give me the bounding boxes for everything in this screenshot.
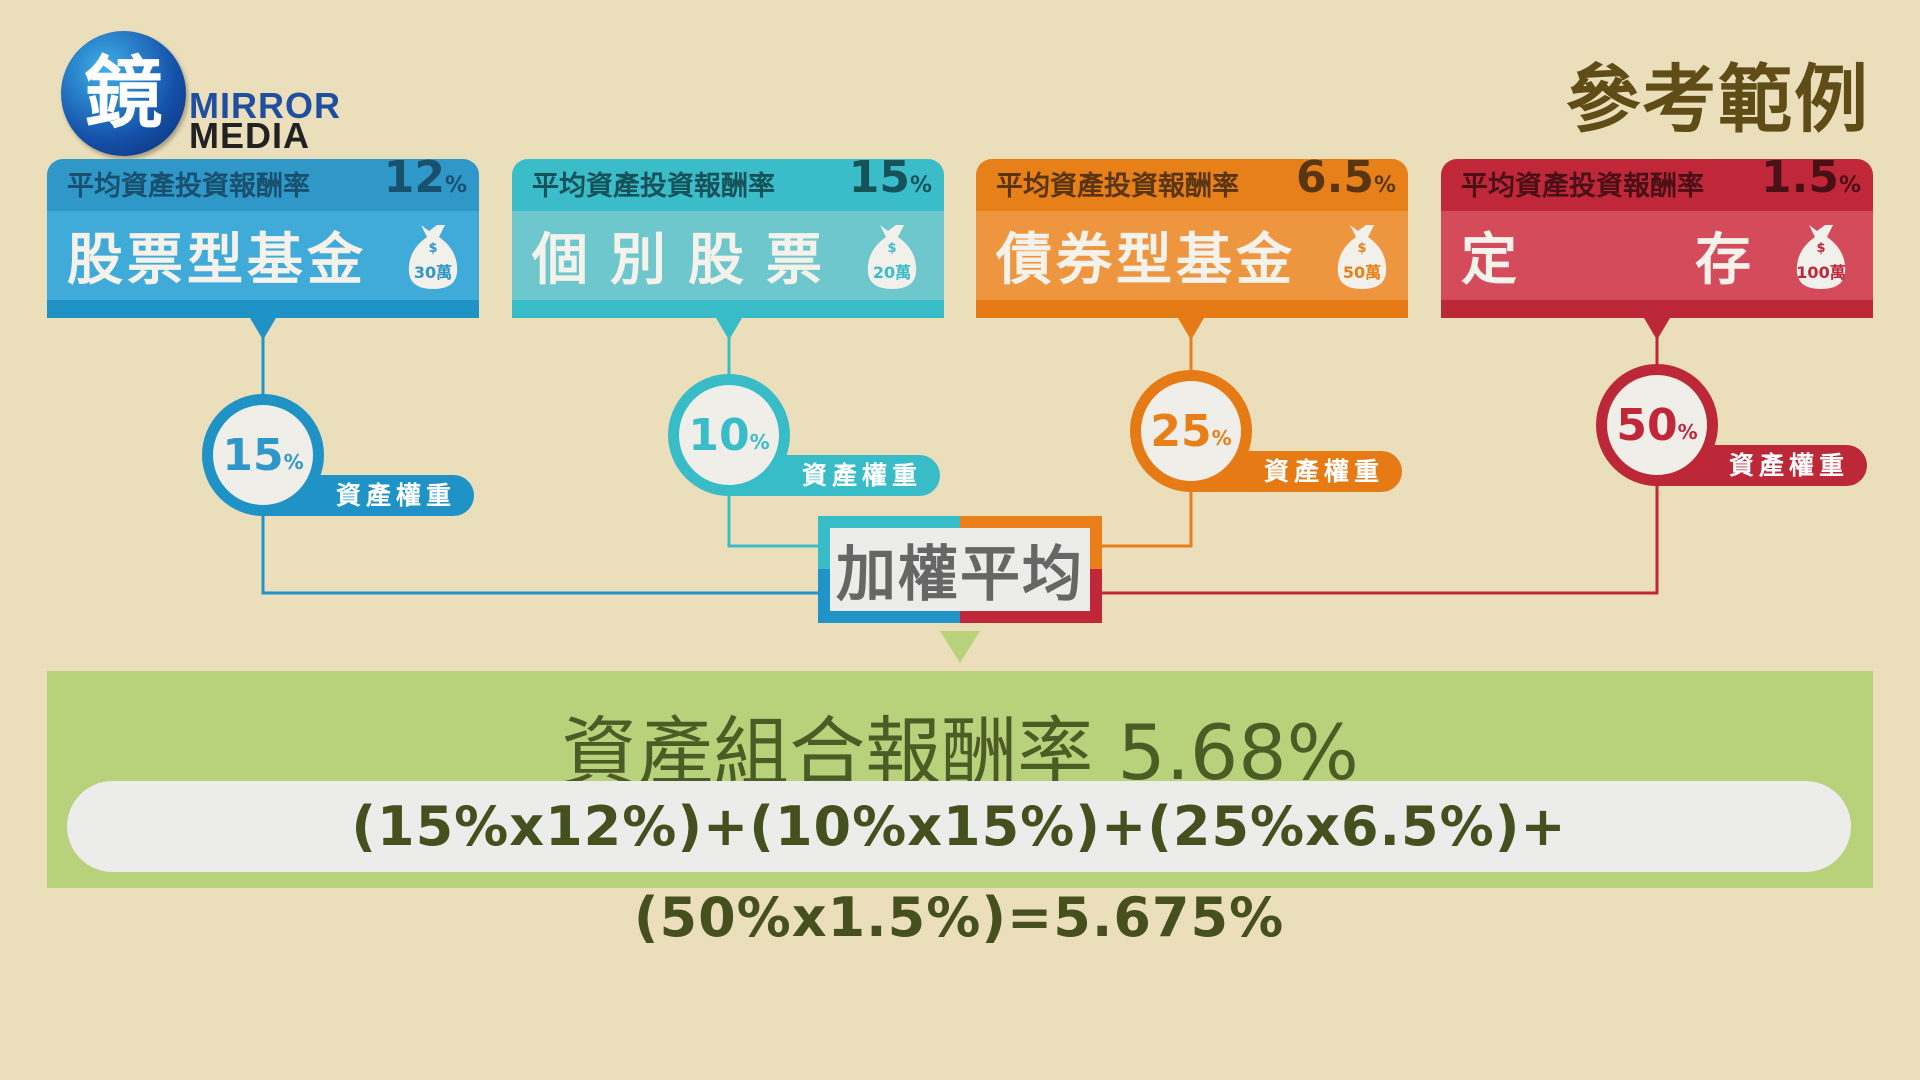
amount-label: 30萬 [413,262,453,282]
weighted-average-box: 加權平均 [818,516,1102,623]
return-rate: 1.5% [1761,152,1861,203]
weight-circle: 25% [1130,370,1252,492]
asset-name: 個別股票 [532,228,826,293]
weight-circle: 50% [1596,364,1718,486]
asset-card: 平均資產投資報酬率 1.5% 定存 $ 100萬 [1441,153,1873,318]
asset-name: 定存 [1461,228,1755,293]
asset-name: 債券型基金 [996,228,1296,293]
down-arrow-icon [940,631,980,663]
money-bag-icon: $ 20萬 [862,221,922,291]
asset-card: 平均資產投資報酬率 12% 股票型基金 $ 30萬 [47,153,479,318]
page-title: 參考範例 [1566,57,1870,143]
amount-label: 100萬 [1796,262,1846,282]
return-label: 平均資產投資報酬率 [1461,171,1704,202]
return-label: 平均資產投資報酬率 [67,171,310,202]
formula-pill: (15%x12%)+(10%x15%)+(25%x6.5%)+(50%x1.5%… [67,781,1851,949]
return-label: 平均資產投資報酬率 [532,171,775,202]
weight-label-pill: 資產權重 [263,475,474,516]
weight-circle: 10% [668,374,790,496]
pointer-red [1644,318,1670,340]
money-bag-icon: $ 50萬 [1332,221,1387,291]
pointer-teal [716,318,742,340]
asset-card: 平均資產投資報酬率 15% 個別股票 $ 20萬 [512,153,944,318]
return-rate: 15% [848,152,932,203]
asset-name: 股票型基金 [67,228,367,293]
mirror-media-logo: 鏡 MIRROR MEDIA [61,31,371,156]
weight-circle: 15% [202,394,324,516]
portfolio-return-panel: 資產組合報酬率 5.68% (15%x12%)+(10%x15%)+(25%x6… [47,671,1873,949]
return-label: 平均資產投資報酬率 [996,171,1239,202]
amount-label: 20萬 [872,262,912,282]
return-rate: 6.5% [1296,152,1396,203]
pointer-blue [250,318,276,340]
money-bag-icon: $ 30萬 [403,221,458,291]
weighted-average-label: 加權平均 [830,528,1090,611]
asset-card: 平均資產投資報酬率 6.5% 債券型基金 $ 50萬 [976,153,1408,318]
amount-label: 50萬 [1342,262,1382,282]
money-bag-icon: $ 100萬 [1791,221,1851,291]
pointer-orange [1178,318,1204,340]
return-rate: 12% [383,152,467,203]
